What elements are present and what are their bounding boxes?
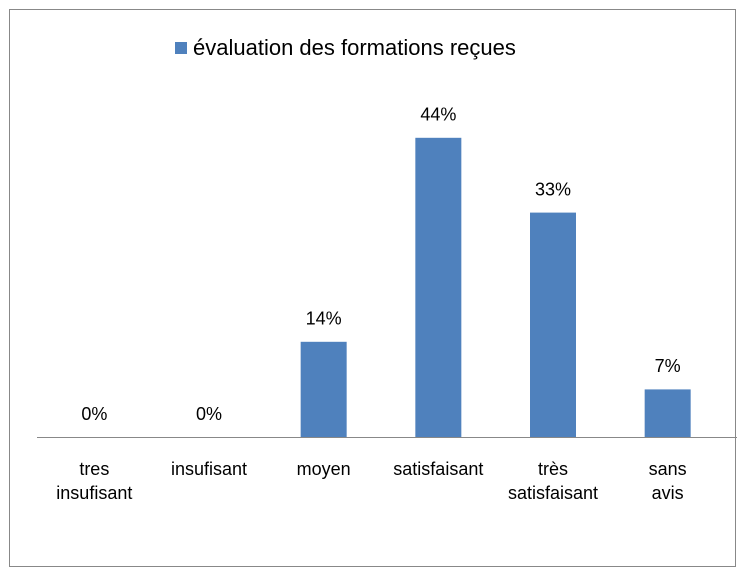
x-tick-label: moyen: [297, 459, 351, 479]
data-label: 0%: [196, 404, 222, 424]
legend-swatch: [175, 42, 187, 54]
bar: [300, 341, 347, 437]
x-tick-label: sans avis: [649, 459, 687, 503]
data-label: 44%: [420, 105, 456, 125]
bar: [644, 389, 691, 437]
data-label: 33%: [535, 179, 571, 199]
x-tick-label: insufisant: [171, 459, 247, 479]
data-label: 14%: [306, 309, 342, 329]
x-tick-label: tres insufisant: [56, 459, 132, 503]
bar: [415, 137, 462, 438]
data-label: 7%: [655, 356, 681, 376]
data-label: 0%: [81, 404, 107, 424]
x-tick-label: très satisfaisant: [508, 459, 598, 503]
legend-label: évaluation des formations reçues: [193, 35, 516, 60]
chart-border: [9, 9, 736, 567]
bar: [530, 212, 576, 437]
x-tick-label: satisfaisant: [393, 459, 483, 479]
